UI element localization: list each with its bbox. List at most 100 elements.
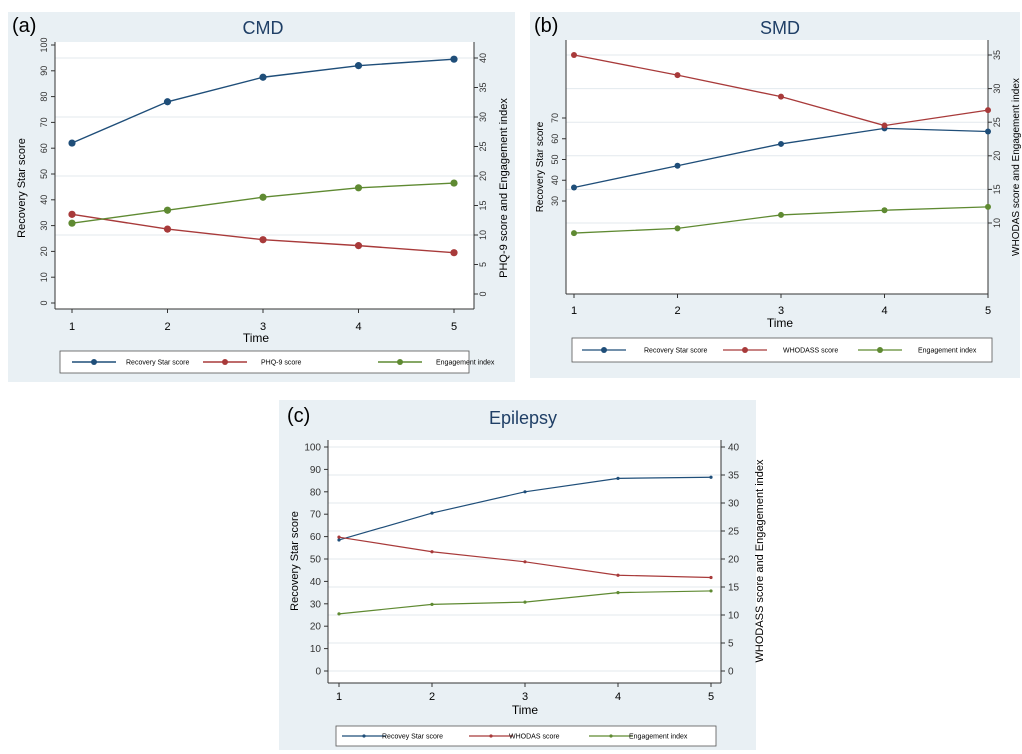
right-axis-label: WHODAS score and Engagement index: [1011, 78, 1022, 256]
data-point-whodass-score: [571, 52, 577, 58]
data-point-recovery-star-score: [259, 73, 267, 81]
left-tick-label: 20: [310, 622, 322, 633]
data-point-recovery-star-score: [163, 98, 172, 106]
right-tick-label: 25: [728, 527, 740, 538]
legend-label: Recovey Star score: [382, 734, 443, 741]
left-tick-label: 50: [310, 555, 322, 566]
x-tick-label: 2: [674, 305, 680, 317]
right-tick-label: 35: [478, 82, 488, 92]
chart-title: Epilepsy: [489, 408, 557, 428]
data-point-engagement-index: [163, 206, 172, 214]
data-point-whodass-score: [985, 107, 991, 114]
left-tick-label: 50: [550, 154, 560, 164]
right-tick-label: 0: [728, 667, 734, 678]
data-point-whodass-score: [674, 72, 681, 79]
data-point-engagement-index: [985, 203, 991, 210]
data-point-engagement-index: [354, 184, 363, 192]
x-tick-label: 5: [708, 691, 714, 703]
data-point-recovery-star-score: [450, 55, 458, 63]
legend-label: Engagement index: [629, 734, 688, 741]
data-point-phq-9-score: [259, 236, 267, 244]
data-point-recovey-star-score: [430, 511, 434, 515]
right-tick-label: 30: [992, 84, 1002, 94]
x-tick-label: 5: [451, 321, 457, 333]
data-point-engagement-index: [778, 211, 784, 218]
legend-box: [335, 725, 717, 747]
legend-marker: [362, 734, 366, 738]
x-tick-label: 2: [164, 321, 170, 333]
data-point-recovery-star-score: [354, 62, 363, 70]
chart-svg-smd: (b) SMD Time Recovery Star score WHODAS …: [534, 15, 1022, 363]
data-point-whodass-score: [778, 93, 784, 100]
data-point-recovey-star-score: [523, 490, 527, 494]
data-point-engagement-index: [337, 612, 341, 616]
right-tick-label: 20: [728, 555, 740, 566]
left-tick-label: 10: [310, 644, 322, 655]
data-point-phq-9-score: [163, 225, 172, 233]
data-point-engagement-index: [450, 179, 458, 187]
legend-marker: [489, 734, 493, 738]
x-tick-label: 4: [615, 691, 621, 703]
data-point-whodas-score: [709, 575, 713, 580]
chart-panel-cmd: (a) CMD Time Recovery Star score PHQ-9 s…: [8, 12, 515, 382]
data-point-engagement-index: [674, 225, 681, 232]
right-tick-label: 35: [992, 50, 1002, 60]
right-tick-label: 25: [992, 117, 1002, 127]
data-point-phq-9-score: [450, 249, 458, 257]
left-tick-label: 30: [310, 599, 322, 610]
right-tick-label: 15: [478, 200, 488, 210]
legend-marker: [877, 347, 883, 353]
right-tick-label: 5: [728, 639, 734, 650]
legend-marker: [609, 734, 613, 738]
data-point-recovery-star-score: [778, 140, 784, 147]
left-tick-label: 40: [39, 195, 49, 205]
left-tick-label: 80: [39, 92, 49, 102]
x-tick-label: 3: [522, 691, 528, 703]
left-tick-label: 30: [39, 221, 49, 231]
data-point-engagement-index: [881, 207, 888, 214]
legend-marker: [222, 359, 228, 365]
chart-svg-cmd: (a) CMD Time Recovery Star score PHQ-9 s…: [12, 15, 510, 374]
data-point-recovey-star-score: [709, 475, 713, 479]
x-tick-label: 1: [336, 691, 342, 703]
data-point-engagement-index: [430, 602, 434, 606]
data-point-recovery-star-score: [985, 128, 991, 135]
chart-panel-epilepsy: (c) Epilepsy Time Recovery Star score WH…: [279, 400, 766, 750]
left-tick-label: 60: [310, 532, 322, 543]
left-tick-label: 70: [310, 510, 322, 521]
chart-title: CMD: [243, 18, 284, 38]
right-tick-label: 15: [992, 184, 1002, 194]
x-tick-label: 1: [571, 305, 577, 317]
data-point-engagement-index: [616, 591, 620, 595]
left-tick-label: 70: [39, 117, 49, 127]
legend-label: PHQ-9 score: [261, 360, 302, 367]
left-axis-label: Recovery Star score: [16, 138, 28, 238]
right-tick-label: 30: [728, 499, 740, 510]
data-point-recovey-star-score: [337, 538, 341, 542]
left-tick-label: 60: [39, 143, 49, 153]
x-tick-label: 4: [881, 305, 887, 317]
right-tick-label: 30: [478, 112, 488, 122]
plot-area: [566, 40, 988, 294]
data-point-phq-9-score: [354, 242, 363, 250]
data-point-whodas-score: [430, 550, 434, 554]
data-point-whodas-score: [616, 573, 620, 577]
data-point-whodas-score: [523, 560, 527, 564]
right-tick-label: 40: [478, 53, 488, 63]
data-point-engagement-index: [68, 219, 76, 227]
legend-label: Engagement index: [918, 348, 977, 355]
legend-label: WHODASS score: [783, 348, 838, 355]
x-axis-label: Time: [243, 331, 270, 345]
data-point-engagement-index: [523, 600, 527, 604]
data-point-engagement-index: [259, 193, 267, 201]
chart-plot-group: 30 40 50 60 70 10 15 20 25 30 35 1 2 3 4 5 Recovery Star…: [550, 40, 1002, 363]
right-tick-label: 20: [992, 151, 1002, 161]
chart-title: SMD: [760, 18, 800, 38]
right-tick-label: 5: [478, 262, 488, 267]
left-tick-label: 0: [315, 667, 321, 678]
data-point-phq-9-score: [68, 210, 76, 218]
right-axis-label: WHODASS score and Engagement index: [754, 459, 766, 662]
legend-label: WHODAS score: [509, 734, 560, 741]
